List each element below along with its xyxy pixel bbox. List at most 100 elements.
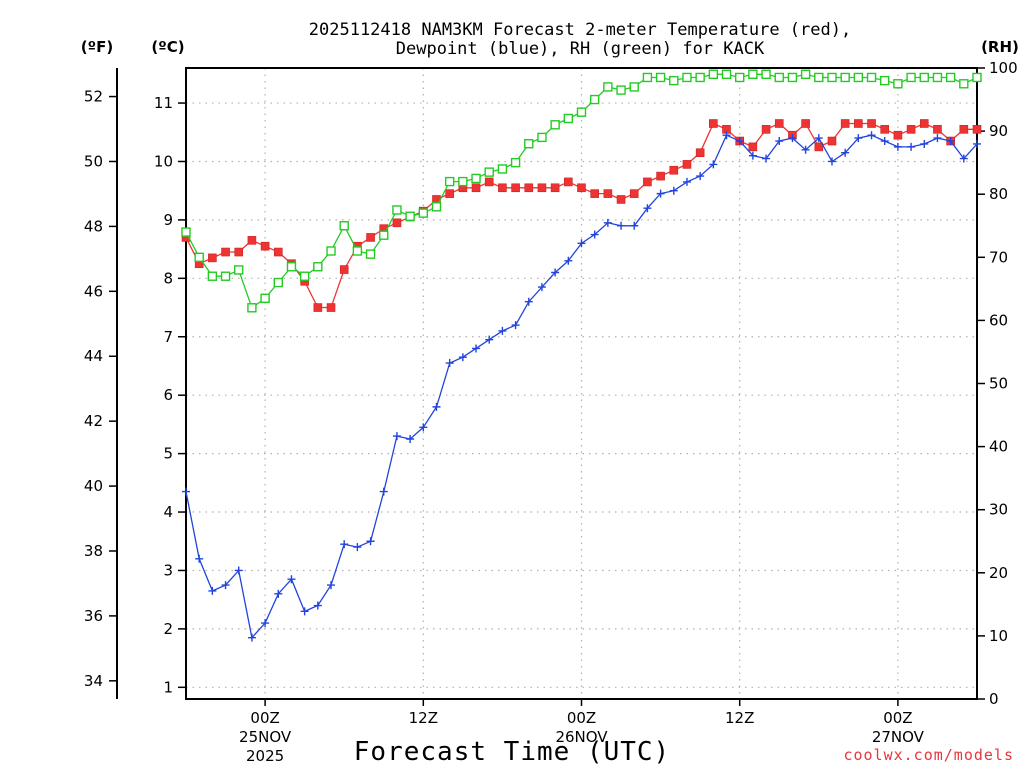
temperature-point <box>484 177 494 187</box>
fahrenheit-tick-label: 34 <box>84 672 103 690</box>
dewpoint-point <box>696 172 705 181</box>
dewpoint-point <box>261 619 270 628</box>
rh-point <box>339 221 349 231</box>
temperature-point <box>709 119 718 128</box>
credit-text: coolwx.com/models <box>843 746 1014 764</box>
temperature-point <box>392 218 402 228</box>
dewpoint-point <box>814 134 823 143</box>
fahrenheit-tick-label: 38 <box>84 542 103 560</box>
x-tick-date: 25NOV <box>239 728 292 746</box>
x-tick-date: 26NOV <box>555 728 608 746</box>
temperature-point <box>933 125 942 134</box>
dewpoint-point <box>287 575 296 584</box>
celsius-tick-label: 1 <box>163 678 173 696</box>
dewpoint-point <box>933 134 942 143</box>
rh-tick-label: 60 <box>989 311 1008 329</box>
dewpoint-point <box>907 142 916 151</box>
temperature-point <box>682 160 692 169</box>
dewpoint-point <box>274 589 283 598</box>
dewpoint-point <box>617 221 626 230</box>
dewpoint-point <box>234 566 243 575</box>
rh-point <box>510 157 521 168</box>
dewpoint-point <box>195 554 204 563</box>
rh-point <box>893 79 903 89</box>
dewpoint-point <box>643 204 652 213</box>
temperature-point <box>247 236 257 245</box>
dewpoint-point <box>841 148 850 157</box>
temperature-point <box>919 119 929 128</box>
x-tick-time: 00Z <box>883 709 912 727</box>
rh-point <box>853 72 864 83</box>
rh-tick-label: 40 <box>989 438 1008 456</box>
temperature-point <box>972 125 982 134</box>
celsius-tick-label: 9 <box>163 211 173 229</box>
rh-point <box>326 246 336 256</box>
rh-point <box>405 211 415 221</box>
x-tick-time: 12Z <box>725 709 754 727</box>
dewpoint-point <box>775 137 784 146</box>
temperature-point <box>260 241 270 251</box>
celsius-tick-label: 7 <box>163 328 173 346</box>
dewpoint-point <box>603 218 612 227</box>
rh-point <box>616 85 626 95</box>
temperature-point <box>603 189 613 198</box>
rh-point <box>906 72 916 83</box>
dewpoint-point <box>208 586 217 595</box>
dewpoint-point <box>854 134 863 143</box>
dewpoint-point <box>867 131 876 140</box>
rh-point <box>576 107 587 117</box>
temperature-point <box>761 125 771 134</box>
dewpoint-point <box>340 540 349 549</box>
rh-point <box>431 202 442 212</box>
temperature-point <box>313 303 323 312</box>
temperature-point <box>906 125 916 134</box>
data-series <box>181 69 982 642</box>
temperature-point <box>774 119 784 128</box>
rh-point <box>484 167 494 177</box>
fahrenheit-tick-label: 46 <box>84 282 103 300</box>
temperature-point <box>471 183 481 193</box>
rh-tick-label: 90 <box>989 122 1008 140</box>
dewpoint-point <box>445 359 454 368</box>
rh-point <box>748 69 758 80</box>
temperature-point <box>273 247 283 257</box>
rh-point <box>181 227 191 237</box>
temperature-point <box>208 253 217 263</box>
rh-point <box>207 271 218 281</box>
rh-point <box>919 72 929 83</box>
rh-point <box>273 277 283 288</box>
rh-point <box>444 176 455 187</box>
dewpoint-point <box>682 177 691 186</box>
rh-tick-label: 20 <box>989 564 1008 582</box>
temperature-point <box>854 119 863 128</box>
celsius-tick-label: 4 <box>163 503 173 521</box>
rh-tick-label: 80 <box>989 185 1008 203</box>
rh-tick-label: 70 <box>989 248 1008 266</box>
dewpoint-point <box>748 151 757 160</box>
x-tick-date: 27NOV <box>872 728 925 746</box>
rh-point <box>708 69 719 80</box>
rh-point <box>642 72 653 83</box>
rh-series <box>181 69 982 313</box>
temperature-point <box>221 247 230 257</box>
chart-title-line2: Dewpoint (blue), RH (green) for KACK <box>396 39 765 59</box>
dewpoint-point <box>788 134 797 143</box>
rh-tick-label: 0 <box>989 690 999 708</box>
dewpoint-point <box>300 607 309 616</box>
temperature-point <box>445 189 454 198</box>
dewpoint-point <box>537 283 546 292</box>
dewpoint-point <box>472 344 481 353</box>
temperature-point <box>629 189 639 198</box>
rh-point <box>669 75 679 86</box>
dewpoint-point <box>511 321 520 330</box>
celsius-tick-label: 6 <box>163 386 173 404</box>
rh-tick-label: 50 <box>989 375 1008 393</box>
rh-point <box>589 94 600 105</box>
temperature-point <box>511 183 520 193</box>
temperature-point <box>339 265 349 274</box>
temperature-point <box>748 142 758 152</box>
fahrenheit-tick-label: 50 <box>84 152 103 170</box>
rh-point <box>840 72 850 83</box>
celsius-tick-label: 8 <box>163 269 173 287</box>
